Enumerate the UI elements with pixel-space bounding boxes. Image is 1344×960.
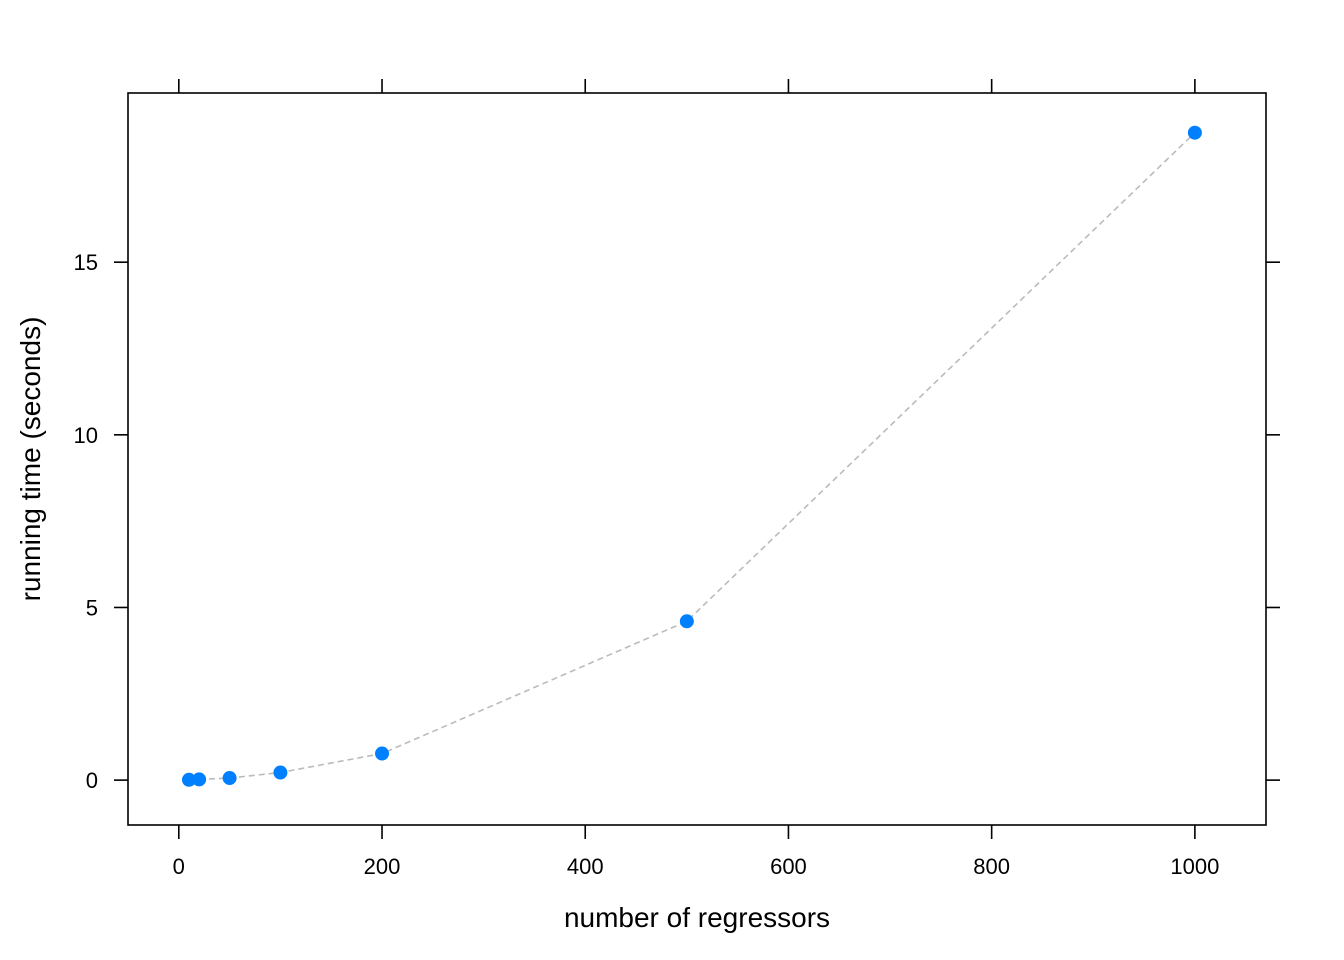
data-point (192, 772, 207, 787)
data-point (1187, 125, 1202, 140)
axis-tick-labels: 0 200 400 600 800 1000 0 5 10 15 (74, 250, 1220, 879)
x-tick-label: 0 (173, 854, 185, 879)
data-point (679, 614, 694, 629)
data-point (273, 765, 288, 780)
data-point (375, 746, 390, 761)
y-tick-label: 5 (86, 595, 98, 620)
data-point (222, 771, 237, 786)
x-tick-label: 1000 (1170, 854, 1219, 879)
plot-frame (127, 92, 1267, 826)
x-tick-label: 400 (567, 854, 604, 879)
x-tick-label: 200 (364, 854, 401, 879)
x-axis-title: number of regressors (564, 902, 830, 933)
series-line (188, 132, 1196, 781)
y-axis-title: running time (seconds) (15, 317, 46, 602)
y-tick-label: 10 (74, 423, 98, 448)
x-tick-label: 800 (973, 854, 1010, 879)
x-tick-label: 600 (770, 854, 807, 879)
axis-ticks (114, 79, 1280, 839)
data-point (181, 772, 196, 787)
y-tick-label: 0 (86, 768, 98, 793)
y-tick-label: 15 (74, 250, 98, 275)
data-series (181, 125, 1202, 787)
